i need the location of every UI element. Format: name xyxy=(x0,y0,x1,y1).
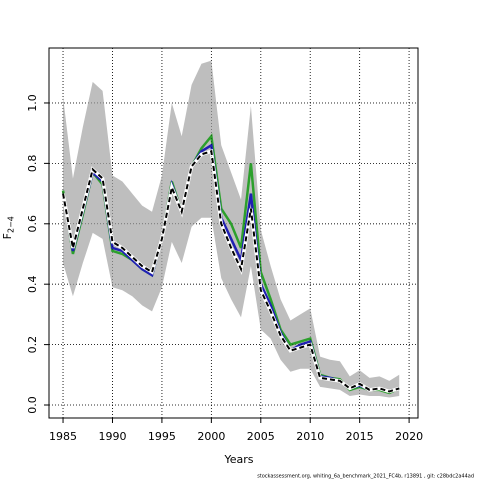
y-tick-label-group: 1.0 xyxy=(26,94,39,112)
confidence-band xyxy=(63,60,400,398)
y-axis-label: F xyxy=(1,233,14,239)
x-tick-label: 2015 xyxy=(346,430,374,443)
y-tick-label: 0.2 xyxy=(26,336,39,354)
y-axis-label-subscript: 2−4 xyxy=(7,216,16,233)
footer: stockassessment.org, whiting_6a_benchmar… xyxy=(257,474,474,480)
x-tick-label: 2020 xyxy=(395,430,423,443)
y-tick-label: 0.8 xyxy=(26,155,39,173)
y-tick-label: 0.6 xyxy=(26,215,39,233)
x-tick-label: 2000 xyxy=(197,430,225,443)
x-tick-label: 2010 xyxy=(296,430,324,443)
y-tick-label: 0.0 xyxy=(26,396,39,414)
x-tick-label: 2005 xyxy=(247,430,275,443)
x-tick-label: 1990 xyxy=(98,430,126,443)
y-tick-label-group: 0.8 xyxy=(26,155,39,173)
y-axis-label-group: F 2−4 xyxy=(1,216,16,239)
x-tick-label: 1995 xyxy=(148,430,176,443)
y-tick-label-group: 0.0 xyxy=(26,396,39,414)
y-tick-label-group: 0.2 xyxy=(26,336,39,354)
x-tick-label: 1985 xyxy=(49,430,77,443)
plot-frame xyxy=(48,47,419,419)
y-tick-label: 1.0 xyxy=(26,94,39,112)
x-axis-label: Years xyxy=(223,453,253,466)
y-tick-label: 0.4 xyxy=(26,275,39,293)
line xyxy=(62,150,400,393)
y-tick-label-group: 0.6 xyxy=(26,215,39,233)
y-tick-label-group: 0.4 xyxy=(26,275,39,293)
